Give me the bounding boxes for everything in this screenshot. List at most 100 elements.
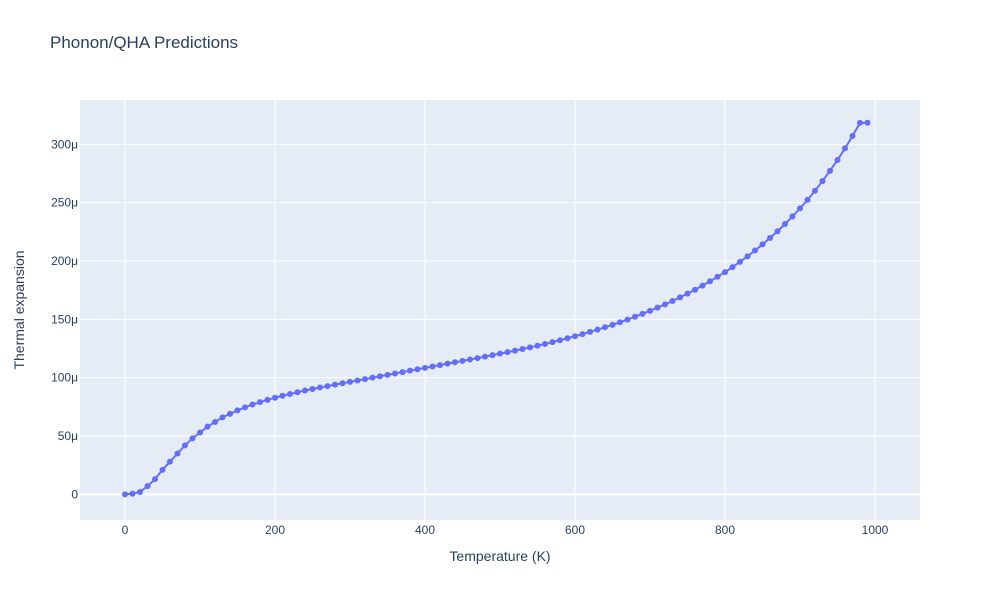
data-point[interactable] (272, 394, 278, 401)
data-point[interactable] (707, 278, 713, 285)
data-point[interactable] (759, 241, 766, 248)
data-point[interactable] (204, 423, 211, 430)
data-point[interactable] (842, 145, 848, 152)
data-point[interactable] (827, 167, 833, 174)
data-point[interactable] (182, 442, 188, 449)
data-point[interactable] (302, 387, 308, 394)
data-point[interactable] (234, 407, 241, 414)
data-point[interactable] (797, 205, 803, 212)
data-point[interactable] (819, 178, 826, 185)
data-point[interactable] (669, 298, 676, 305)
data-point[interactable] (812, 187, 818, 194)
data-point[interactable] (504, 349, 511, 356)
data-point[interactable] (647, 307, 653, 314)
data-point[interactable] (639, 310, 646, 317)
data-point[interactable] (684, 290, 691, 297)
data-point[interactable] (287, 391, 293, 397)
data-point[interactable] (264, 396, 271, 403)
data-point[interactable] (519, 345, 526, 352)
data-point[interactable] (392, 370, 398, 377)
data-point[interactable] (279, 392, 286, 399)
data-point[interactable] (324, 383, 331, 390)
data-point[interactable] (572, 333, 578, 340)
data-point[interactable] (482, 353, 488, 360)
data-point[interactable] (122, 491, 128, 498)
data-point[interactable] (167, 458, 173, 465)
data-point[interactable] (174, 450, 181, 457)
data-point[interactable] (534, 342, 541, 349)
data-point[interactable] (654, 304, 661, 311)
data-point[interactable] (144, 483, 151, 490)
data-point[interactable] (789, 213, 796, 220)
data-point[interactable] (527, 344, 533, 351)
data-point[interactable] (774, 228, 781, 235)
data-point[interactable] (159, 466, 166, 473)
data-point[interactable] (242, 404, 248, 411)
data-point[interactable] (677, 294, 683, 301)
data-point[interactable] (662, 301, 668, 308)
data-point[interactable] (834, 156, 841, 163)
data-point[interactable] (429, 363, 436, 370)
data-point[interactable] (557, 337, 563, 344)
data-point[interactable] (444, 360, 451, 367)
data-point[interactable] (699, 282, 706, 289)
data-point[interactable] (384, 371, 391, 378)
data-point[interactable] (542, 340, 548, 347)
data-point[interactable] (407, 367, 413, 374)
data-point[interactable] (347, 378, 353, 385)
data-point[interactable] (497, 350, 503, 357)
data-point[interactable] (489, 352, 496, 359)
data-point[interactable] (729, 264, 736, 271)
data-point[interactable] (362, 376, 368, 383)
data-point[interactable] (512, 347, 518, 354)
data-point[interactable] (722, 269, 728, 276)
data-point[interactable] (459, 357, 466, 364)
data-point[interactable] (849, 133, 856, 140)
data-point[interactable] (594, 326, 601, 333)
data-point[interactable] (137, 489, 143, 495)
data-point[interactable] (474, 355, 481, 362)
data-point[interactable] (714, 273, 721, 280)
data-point[interactable] (744, 253, 751, 260)
data-point[interactable] (399, 369, 406, 376)
data-point[interactable] (369, 374, 376, 381)
data-point[interactable] (587, 328, 593, 335)
data-point[interactable] (857, 119, 863, 126)
data-point[interactable] (377, 373, 383, 380)
data-point[interactable] (437, 362, 443, 369)
data-point[interactable] (129, 490, 136, 497)
data-point[interactable] (339, 380, 346, 387)
data-point[interactable] (782, 221, 788, 228)
data-point[interactable] (579, 331, 586, 338)
data-point[interactable] (767, 235, 773, 242)
data-point[interactable] (257, 399, 263, 406)
data-point[interactable] (692, 286, 698, 293)
data-point[interactable] (617, 319, 623, 326)
data-point[interactable] (804, 196, 811, 203)
data-point[interactable] (549, 339, 556, 346)
data-point[interactable] (414, 366, 421, 373)
data-point[interactable] (219, 414, 226, 421)
data-point[interactable] (602, 324, 608, 331)
data-point[interactable] (212, 419, 218, 425)
data-point[interactable] (354, 377, 361, 384)
data-point[interactable] (317, 384, 323, 391)
data-point[interactable] (309, 385, 316, 392)
data-point[interactable] (332, 381, 338, 388)
data-point[interactable] (422, 364, 428, 371)
data-point[interactable] (632, 313, 638, 320)
data-point[interactable] (189, 435, 196, 442)
data-point[interactable] (737, 258, 743, 265)
data-point[interactable] (864, 119, 871, 126)
data-point[interactable] (197, 429, 203, 436)
data-point[interactable] (467, 356, 473, 363)
data-point[interactable] (624, 316, 631, 323)
data-point[interactable] (452, 359, 458, 366)
data-point[interactable] (227, 410, 233, 417)
data-point[interactable] (249, 401, 256, 408)
data-point[interactable] (294, 389, 301, 396)
data-point[interactable] (152, 476, 158, 483)
data-point[interactable] (752, 247, 758, 254)
data-point[interactable] (564, 335, 571, 342)
data-point[interactable] (609, 321, 616, 328)
